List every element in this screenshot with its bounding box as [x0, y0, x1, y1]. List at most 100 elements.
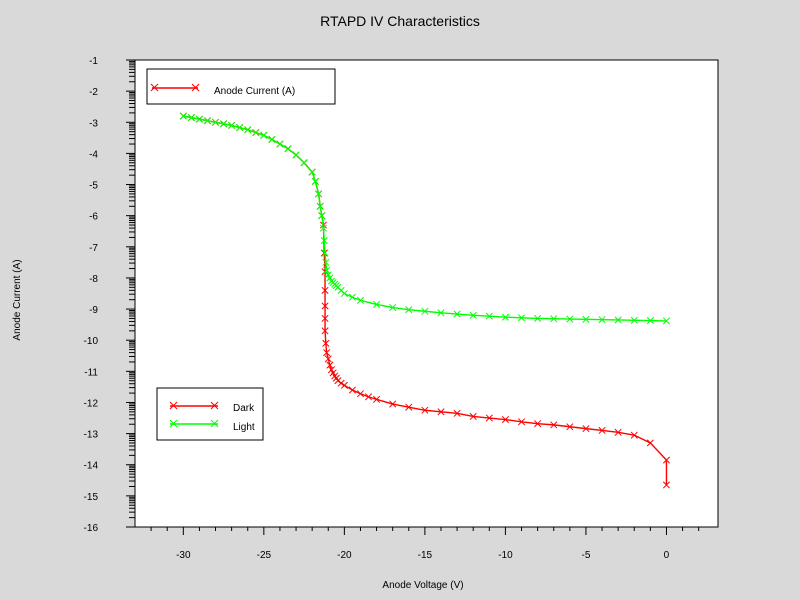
series-point-light — [614, 316, 622, 324]
series-point-light — [485, 312, 493, 320]
series-point-dark — [517, 418, 526, 426]
series-point-light — [501, 313, 509, 321]
series-point-dark — [598, 426, 606, 435]
plot-area — [134, 59, 719, 528]
series-point-dark — [373, 395, 381, 403]
series-point-dark — [324, 355, 332, 363]
legend-dark-label: Dark — [233, 403, 255, 414]
series-point-dark — [437, 408, 445, 416]
series-point-light — [323, 266, 331, 274]
series-point-light — [315, 190, 323, 198]
series-point-light — [187, 114, 195, 122]
legend-light-marker-start — [169, 419, 178, 428]
series-point-light — [348, 293, 356, 301]
series-point-light — [284, 145, 292, 153]
y-tick-label: -13 — [84, 430, 99, 441]
series-point-dark — [322, 339, 330, 347]
legend-top-marker-start — [150, 83, 159, 92]
legend-series: Dark Light — [156, 387, 264, 441]
series-point-light — [320, 237, 328, 245]
legend-top: Anode Current (A) — [146, 68, 336, 105]
series-point-light — [469, 311, 477, 319]
series-point-dark — [646, 439, 654, 447]
legend-series-box — [156, 387, 264, 441]
series-point-dark — [662, 456, 671, 464]
series-point-dark — [356, 390, 365, 398]
series-point-light — [244, 126, 252, 134]
series-point-light — [220, 120, 228, 128]
series-point-light — [195, 115, 203, 123]
series-point-dark — [348, 386, 356, 394]
y-tick-label: -3 — [89, 118, 98, 129]
series-point-dark — [323, 349, 331, 357]
y-tick-label: -9 — [89, 305, 98, 316]
y-tick-label: -11 — [84, 367, 98, 378]
series-point-light — [421, 307, 429, 315]
series-point-dark — [630, 431, 638, 439]
y-tick-label: -6 — [89, 212, 98, 223]
series-point-dark — [534, 420, 542, 428]
series-point-light — [646, 317, 654, 325]
legend-dark-marker-end — [210, 401, 219, 410]
series-point-dark — [405, 403, 413, 411]
y-tick-label: -15 — [84, 492, 99, 503]
series-point-light — [630, 316, 638, 324]
series-point-light — [308, 168, 316, 176]
series-point-light — [517, 314, 526, 322]
series-point-dark — [389, 400, 397, 408]
series-point-dark — [321, 314, 329, 322]
series-point-dark — [334, 377, 342, 385]
series-point-light — [389, 303, 397, 312]
series-point-dark — [501, 416, 509, 424]
series-point-light — [321, 249, 329, 257]
series-point-dark — [469, 412, 477, 421]
legend-dark-marker-start — [169, 401, 178, 410]
series-point-light — [179, 112, 187, 120]
series-point-dark — [321, 302, 329, 310]
series-point-dark — [321, 327, 329, 335]
series-point-dark — [485, 414, 493, 422]
series-point-light — [566, 315, 574, 323]
series-point-dark — [662, 481, 671, 489]
y-tick-label: -7 — [89, 243, 98, 254]
y-tick-label: -2 — [89, 87, 98, 98]
y-tick-label: -10 — [84, 336, 99, 347]
series-point-light — [252, 128, 260, 137]
series-point-light — [211, 118, 220, 126]
series-point-light — [311, 177, 319, 185]
series-point-dark — [453, 409, 461, 417]
series-point-light — [437, 309, 445, 317]
series-point-light — [316, 202, 324, 210]
y-axis-title: Anode Current (A) — [12, 259, 23, 340]
series-point-light — [318, 212, 326, 220]
series-point-dark — [320, 249, 328, 257]
x-tick-label: -10 — [498, 550, 513, 561]
series-point-light — [268, 135, 276, 143]
y-tick-label: -8 — [89, 274, 98, 285]
x-tick-label: -30 — [176, 550, 191, 561]
y-tick-label: -1 — [89, 56, 98, 67]
series-point-dark — [340, 381, 348, 389]
series-point-light — [373, 300, 381, 308]
series-point-light — [662, 317, 671, 325]
series-point-light — [260, 131, 268, 139]
x-tick-label: -5 — [581, 550, 590, 561]
series-point-light — [453, 310, 461, 318]
series-point-light — [534, 314, 542, 322]
y-tick-label: -16 — [84, 523, 99, 534]
y-tick-label: -12 — [84, 398, 99, 409]
y-tick-label: -14 — [84, 461, 99, 472]
legend-top-box — [146, 68, 336, 105]
series-point-light — [319, 224, 327, 232]
x-axis: -30 -25 -20 -15 -10 -5 0 — [150, 527, 700, 561]
legend-light-label: Light — [233, 422, 255, 433]
series-point-light — [405, 306, 413, 314]
series-point-light — [356, 296, 365, 304]
series-point-dark — [582, 425, 590, 433]
legend-light-marker-end — [210, 419, 219, 428]
x-tick-label: -15 — [418, 550, 433, 561]
x-tick-label: -25 — [257, 550, 272, 561]
series-point-dark — [326, 361, 334, 369]
y-tick-label: -4 — [89, 149, 98, 160]
